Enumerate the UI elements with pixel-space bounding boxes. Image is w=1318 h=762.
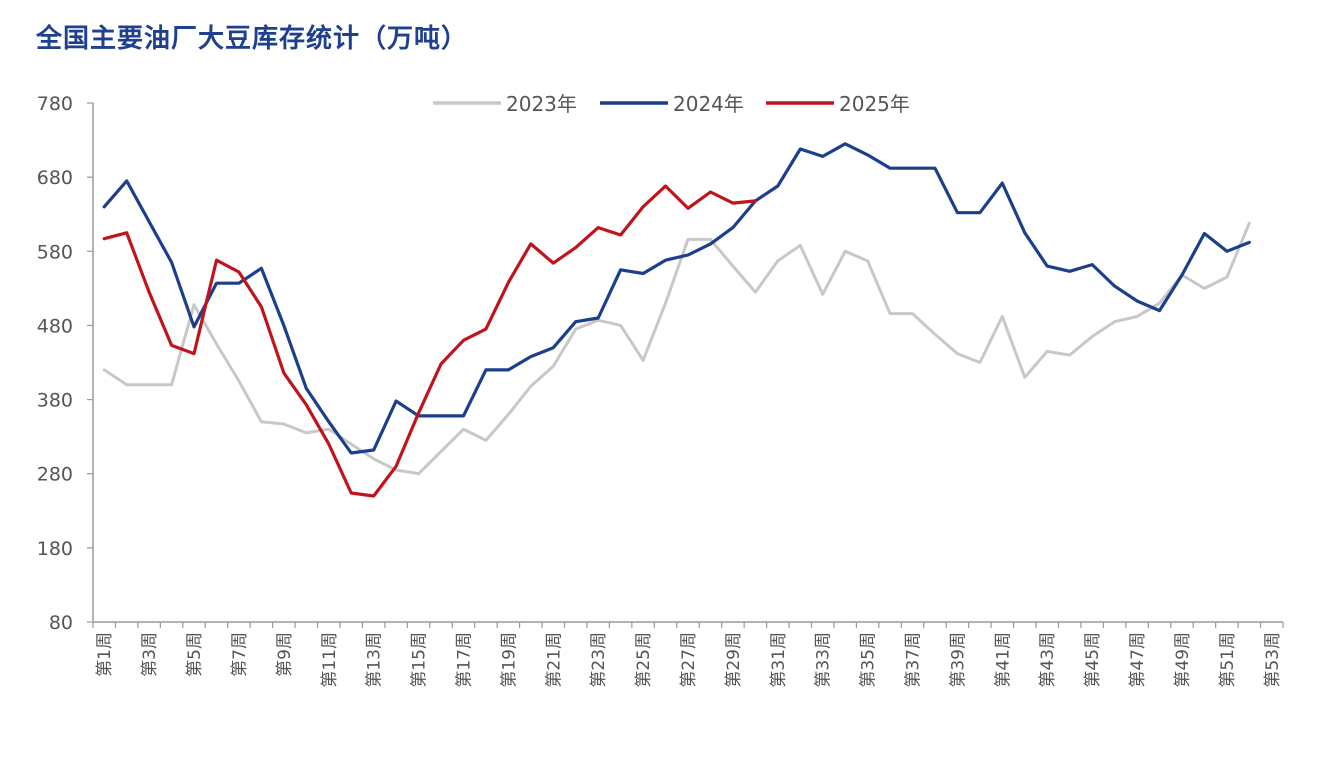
x-tick-label: 第5周 bbox=[185, 632, 205, 677]
x-tick-label: 第23周 bbox=[589, 632, 609, 688]
x-tick-label: 第29周 bbox=[724, 632, 744, 688]
y-tick-label: 680 bbox=[37, 167, 73, 189]
x-tick-label: 第35周 bbox=[859, 632, 879, 688]
legend-label: 2025年 bbox=[839, 92, 910, 116]
y-tick-label: 80 bbox=[49, 612, 73, 634]
x-tick-label: 第17周 bbox=[454, 632, 474, 688]
y-tick-label: 180 bbox=[37, 538, 73, 560]
x-tick-label: 第51周 bbox=[1218, 632, 1238, 688]
x-tick-label: 第41周 bbox=[993, 632, 1013, 688]
y-tick-label: 380 bbox=[37, 390, 73, 412]
x-tick-label: 第3周 bbox=[140, 632, 160, 677]
x-axis-ticks: 第1周 第3周 第5周 第7周 第9周 第11周 第13周 第15周 第17周 第19周 第21周 第… bbox=[92, 622, 1284, 688]
series-line-2023年 bbox=[102, 221, 1251, 476]
y-tick-label: 280 bbox=[37, 464, 73, 486]
y-tick-label: 480 bbox=[37, 315, 73, 337]
legend-label: 2023年 bbox=[506, 92, 577, 116]
x-tick-label: 第19周 bbox=[499, 632, 519, 688]
x-tick-label: 第33周 bbox=[814, 632, 834, 688]
x-tick-label: 第45周 bbox=[1083, 632, 1103, 688]
x-tick-label: 第39周 bbox=[948, 632, 968, 688]
x-tick-label: 第31周 bbox=[769, 632, 789, 688]
x-tick-label: 第11周 bbox=[320, 632, 340, 688]
x-tick-label: 第49周 bbox=[1173, 632, 1193, 688]
legend-label: 2024年 bbox=[673, 92, 744, 116]
x-tick-label: 第21周 bbox=[544, 632, 564, 688]
y-axis-ticks: 80 180 280 380 480 580 680 780 bbox=[37, 93, 93, 634]
axes bbox=[92, 103, 1283, 623]
legend: 2023年 2024年 2025年 bbox=[433, 92, 910, 116]
series-line-2025年 bbox=[102, 184, 757, 498]
x-tick-label: 第13周 bbox=[365, 632, 385, 688]
x-tick-label: 第1周 bbox=[95, 632, 115, 677]
x-tick-label: 第53周 bbox=[1263, 632, 1283, 688]
x-tick-label: 第7周 bbox=[230, 632, 250, 677]
x-tick-label: 第9周 bbox=[275, 632, 295, 677]
x-tick-label: 第15周 bbox=[410, 632, 430, 688]
series-line-2024年 bbox=[102, 142, 1251, 455]
x-tick-label: 第47周 bbox=[1128, 632, 1148, 688]
y-tick-label: 780 bbox=[37, 93, 73, 115]
x-tick-label: 第43周 bbox=[1038, 632, 1058, 688]
chart-title: 全国主要油厂大豆库存统计（万吨） bbox=[36, 24, 469, 54]
series-lines bbox=[102, 142, 1251, 498]
y-tick-label: 580 bbox=[37, 241, 73, 263]
x-tick-label: 第37周 bbox=[904, 632, 924, 688]
x-tick-label: 第25周 bbox=[634, 632, 654, 688]
x-tick-label: 第27周 bbox=[679, 632, 699, 688]
